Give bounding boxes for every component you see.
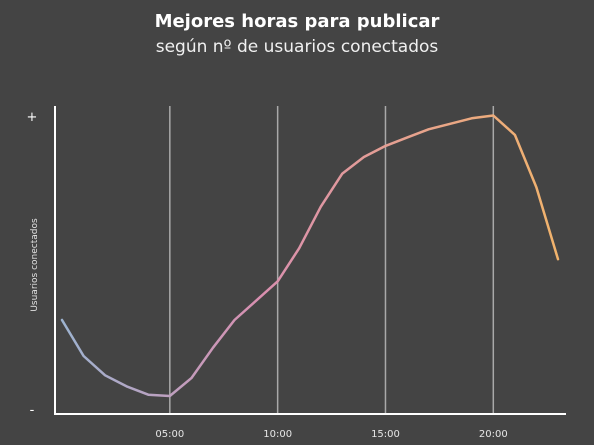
series-line bbox=[60, 114, 560, 398]
x-tick-labels: 05:00 10:00 15:00 20:00 bbox=[155, 429, 507, 440]
x-tick-label: 05:00 bbox=[155, 429, 184, 440]
x-tick-label: 15:00 bbox=[371, 429, 400, 440]
gridlines bbox=[169, 106, 495, 414]
y-axis-label: Usuarios conectados bbox=[30, 218, 40, 312]
x-tick-label: 20:00 bbox=[479, 429, 508, 440]
y-bottom-label: - bbox=[30, 403, 35, 418]
y-top-label: + bbox=[27, 110, 38, 125]
x-tick-label: 10:00 bbox=[263, 429, 292, 440]
chart-subtitle: según nº de usuarios conectados bbox=[155, 37, 439, 57]
chart-title: Mejores horas para publicar bbox=[154, 11, 440, 32]
